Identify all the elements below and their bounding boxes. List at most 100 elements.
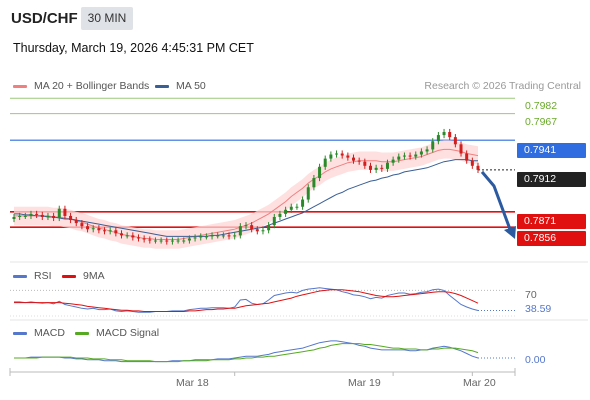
legend-rsi-label: RSI [34, 270, 52, 282]
candles [12, 128, 480, 245]
candle-body [419, 151, 423, 155]
bollinger-band-area [14, 140, 478, 249]
candle-body [408, 155, 412, 157]
candle-body [148, 239, 152, 241]
timeframe-button[interactable]: 30 MIN [81, 7, 133, 30]
macd-line [14, 340, 479, 363]
candle [148, 236, 152, 244]
price-levels [10, 97, 515, 228]
candle-body [221, 235, 225, 237]
x-label-mar20: Mar 20 [463, 377, 496, 389]
candle-body [227, 235, 231, 237]
ma50-line [14, 159, 478, 237]
support-s1-tag: 0.7871 [517, 214, 586, 229]
current-price-tag: 0.7912 [517, 172, 586, 187]
candle [153, 237, 157, 244]
candle [476, 162, 480, 173]
candle [357, 157, 361, 165]
candle [23, 212, 27, 220]
candle [131, 232, 135, 241]
candle-body [108, 230, 112, 232]
legend-rsi-ma: 9MA [62, 270, 105, 282]
candle-body [255, 229, 259, 232]
candle [312, 175, 316, 191]
candle-body [250, 225, 254, 230]
candle-body [346, 155, 350, 158]
candle-body [453, 137, 457, 145]
candle [250, 222, 254, 233]
bollinger-bands [14, 140, 478, 249]
candle-body [402, 155, 406, 157]
candle [86, 223, 90, 233]
candle-body [131, 235, 135, 238]
candle-body [29, 213, 33, 216]
candle-body [306, 187, 310, 200]
candle [419, 148, 423, 158]
candle [385, 159, 389, 172]
macd-signal-swatch-icon [75, 331, 89, 335]
candle-body [267, 225, 271, 231]
candle-body [323, 158, 327, 167]
candle-body [199, 236, 203, 238]
candle-body [340, 153, 344, 156]
candle-body [470, 160, 474, 166]
candle [29, 210, 33, 220]
candle-body [40, 214, 44, 217]
candle-body [425, 149, 429, 152]
x-axis-ticks [9, 368, 516, 376]
candle-body [23, 215, 27, 217]
candle-body [431, 141, 435, 150]
candle-body [459, 144, 463, 154]
candle-body [35, 213, 39, 215]
candle [329, 151, 333, 162]
candle [267, 222, 271, 234]
candle-body [233, 235, 237, 237]
candle [301, 196, 305, 210]
candle [159, 237, 163, 244]
candle-body [318, 166, 322, 179]
candle-body [448, 132, 452, 138]
candle [289, 203, 293, 213]
candle-body [278, 213, 282, 217]
candle [380, 164, 384, 172]
candle [244, 222, 248, 230]
candle-body [91, 228, 95, 230]
candle [397, 153, 401, 163]
candle-body [176, 240, 180, 242]
x-label-mar19: Mar 19 [348, 377, 381, 389]
candle [63, 205, 67, 220]
candle-body [63, 208, 67, 216]
candle [448, 128, 452, 141]
candle-body [391, 159, 395, 163]
candle-body [244, 225, 248, 227]
candle-body [86, 226, 90, 230]
candle-body [46, 215, 50, 217]
timestamp: Thursday, March 19, 2026 4:45:31 PM CET [13, 41, 254, 55]
candle-body [363, 161, 367, 166]
candle [204, 233, 208, 240]
candle [408, 152, 412, 160]
forecast-arrow-head-icon [504, 226, 516, 239]
candle [187, 235, 191, 244]
candle [57, 205, 61, 222]
candle-body [368, 165, 372, 170]
rsi-level-70: 70 [525, 289, 537, 301]
candle-body [301, 199, 305, 207]
credit-text: Research © 2026 Trading Central [424, 80, 581, 92]
legend-ma50: MA 50 [155, 80, 206, 92]
legend-rsi: RSI [13, 270, 52, 282]
candle-body [204, 236, 208, 238]
candle [368, 162, 372, 173]
candle [136, 234, 140, 242]
candle [465, 150, 469, 164]
candle [69, 212, 73, 224]
candle-body [57, 208, 61, 218]
candle-body [120, 233, 124, 236]
rsi-line [14, 287, 479, 313]
candle [170, 237, 174, 245]
panel-separators [10, 261, 588, 373]
candle [278, 210, 282, 221]
forecast-arrow-line [480, 170, 513, 233]
candle [295, 203, 299, 210]
